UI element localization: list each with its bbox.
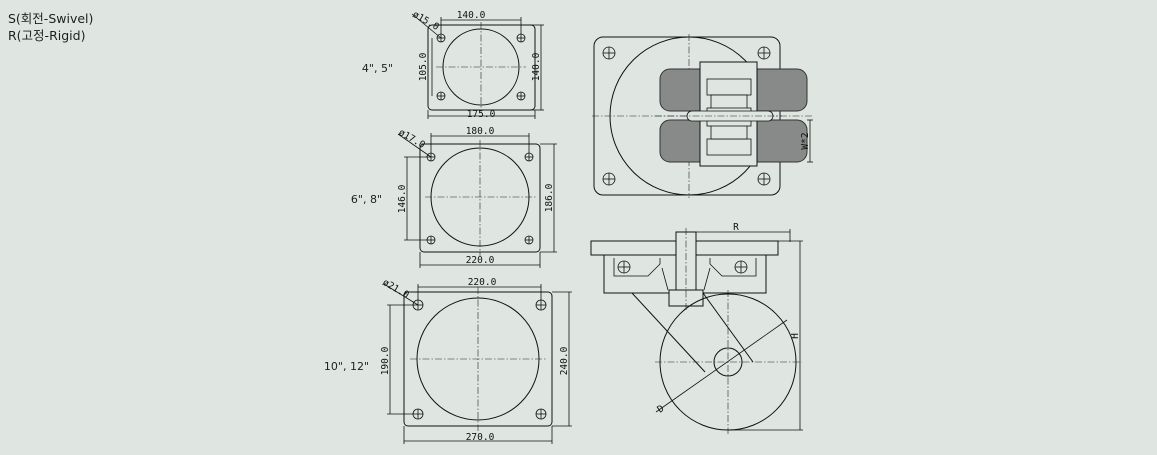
diameter-line [655,319,788,413]
caster-size-label: 4", 5" [362,62,393,75]
dim-bottom-width: 175.0 [467,109,496,120]
dim-offset-radius: R [733,222,739,233]
hole-leader [383,283,419,306]
dim-diameter: D [655,403,666,415]
mounting-plate-large: 220.0 270.0 190.0 240.0 ø21.0 10", 12" [324,277,572,444]
dim-top-width: 220.0 [468,277,497,288]
type-legend: S(회전-Swivel) R(고정-Rigid) [8,10,93,44]
bolt-hole-icon [412,299,547,420]
dim-right-height: 240.0 [559,346,570,375]
bearing-icon [617,260,748,274]
dim-top-width: 140.0 [457,10,486,21]
legend-swivel: S(회전-Swivel) [8,11,94,26]
hole-leader [397,133,432,158]
caster-top-view: W*2 [592,34,813,198]
caster-size-label: 6", 8" [351,193,382,206]
dim-hole-diameter: ø15.0 [411,9,442,33]
dim-right-height: 186.0 [544,183,555,212]
dim-bottom-width: 220.0 [466,255,495,266]
plate-outline [419,143,541,253]
dim-right-height: 140.0 [531,52,542,81]
dim-top-width: 180.0 [466,126,495,137]
mounting-plate-small: 140.0 175.0 105.0 140.0 ø15.0 4", 5" [362,9,544,120]
dim-left-height: 190.0 [380,346,391,375]
plate-outline [427,24,536,111]
dim-left-height: 146.0 [397,184,408,213]
dim-hole-diameter: ø17.0 [397,127,428,151]
caster-size-label: 10", 12" [324,360,369,373]
hole-leader [411,13,442,39]
legend-rigid: R(고정-Rigid) [8,28,86,43]
mounting-plate-medium: 180.0 220.0 146.0 186.0 ø17.0 6", 8" [351,126,557,268]
bolt-hole-icon [602,46,771,186]
dim-hole-diameter: ø21.0 [381,277,412,301]
dim-wheel-width: W*2 [800,132,811,149]
dim-left-height: 105.0 [418,52,429,81]
dim-bottom-width: 270.0 [466,432,495,443]
dim-height: H [790,333,801,339]
caster-side-view: D R H [590,222,803,434]
